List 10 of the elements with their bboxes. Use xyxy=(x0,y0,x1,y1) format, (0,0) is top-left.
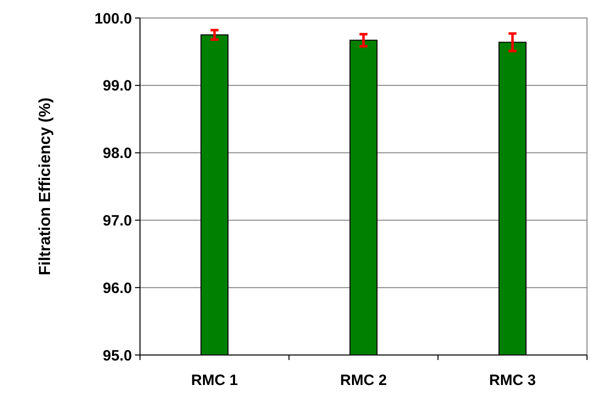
x-tick-label: RMC 1 xyxy=(191,372,238,389)
y-tick-label: 97.0 xyxy=(102,212,132,230)
y-tick-label: 99.0 xyxy=(102,78,132,95)
y-tick-label: 96.0 xyxy=(102,280,132,297)
y-tick-label: 98.0 xyxy=(102,145,132,162)
y-tick-label: 95.0 xyxy=(102,347,132,364)
y-axis-title: Filtration Efficiency (%) xyxy=(37,98,54,276)
x-tick-label: RMC 3 xyxy=(489,372,536,389)
x-tick-label: RMC 2 xyxy=(340,372,387,389)
y-tick-label: 100.0 xyxy=(94,10,132,28)
